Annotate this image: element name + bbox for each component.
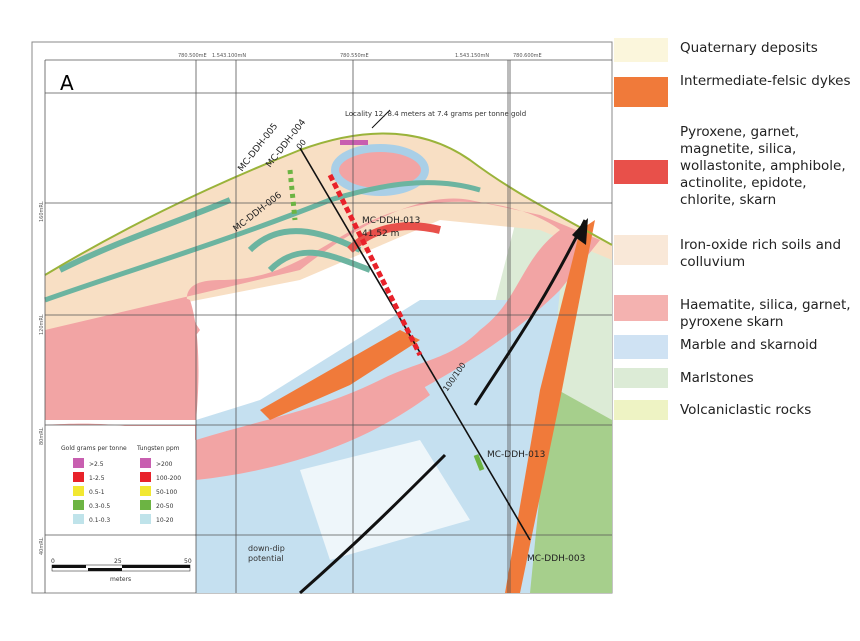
ground-surface	[44, 132, 613, 276]
svg-text:80mRL: 80mRL	[39, 427, 45, 445]
svg-text:down-dip: down-dip	[248, 544, 285, 553]
tungsten-range-label: 10-20	[156, 517, 174, 524]
gold-swatch	[73, 514, 84, 524]
gold-swatch	[73, 486, 84, 496]
svg-text:1.543.100mN: 1.543.100mN	[212, 53, 246, 59]
legend-label: Quaternary deposits	[680, 40, 818, 56]
tungsten-swatch	[140, 472, 151, 482]
svg-text:0: 0	[51, 558, 55, 565]
legend-swatch	[614, 160, 668, 184]
svg-text:meters: meters	[110, 576, 131, 583]
locality-annotation: Locality 12, 8.4 meters at 7.4 grams per…	[345, 110, 526, 118]
legend-label: Marlstones	[680, 370, 754, 386]
legend-label: Intermediate-felsic dykes	[680, 73, 851, 89]
dyke-upper	[260, 330, 420, 420]
legend-swatch	[614, 77, 668, 107]
tungsten-swatch	[140, 500, 151, 510]
svg-text:50: 50	[184, 558, 192, 565]
svg-text:potential: potential	[248, 554, 284, 563]
svg-text:780.500mE: 780.500mE	[178, 53, 207, 59]
drill-hole-label: MC-DDH-003	[527, 554, 585, 564]
iron-oxide-soils-unit	[45, 133, 612, 330]
assay-intercept	[327, 173, 423, 357]
svg-text:120mRL: 120mRL	[39, 314, 45, 335]
assay-legend: Gold grams per tonne Tungsten ppm >2.5 >2…	[46, 426, 196, 592]
svg-text:Gold grams per tonne: Gold grams per tonne	[61, 445, 127, 452]
legend-label: Iron-oxide rich soils and colluvium	[680, 237, 842, 270]
tungsten-range-label: 50-100	[156, 489, 177, 496]
tungsten-swatch	[140, 514, 151, 524]
tungsten-range-label: 100-200	[156, 475, 181, 482]
gold-range-label: 0.5-1	[89, 489, 105, 496]
legend-swatch	[614, 335, 668, 359]
legend-label: Pyroxene, garnet, magnetite, silica, wol…	[680, 124, 846, 208]
legend-swatch	[614, 295, 668, 321]
intercept-length: 41.52 m	[362, 229, 399, 239]
haematite-lobe	[45, 298, 199, 420]
svg-text:780.600mE: 780.600mE	[513, 53, 542, 59]
legend-swatch	[614, 235, 668, 265]
svg-text:1.543.150mN: 1.543.150mN	[455, 53, 489, 59]
tungsten-range-label: >200	[156, 461, 173, 468]
legend-swatch	[614, 38, 668, 62]
drill-hole-label: MC-DDH-013	[487, 450, 545, 460]
legend-swatch	[614, 368, 668, 388]
surface-haematite-lens	[331, 144, 429, 196]
gold-swatch	[73, 500, 84, 510]
gold-swatch	[73, 472, 84, 482]
gold-range-label: 0.1-0.3	[89, 517, 110, 524]
legend-label: Volcaniclastic rocks	[680, 402, 812, 418]
legend-swatch	[614, 400, 668, 420]
svg-text:25: 25	[114, 558, 122, 565]
gold-range-label: 0.3-0.5	[89, 503, 110, 510]
fault	[473, 219, 587, 406]
dyke	[505, 220, 595, 593]
tungsten-range-label: 20-50	[156, 503, 174, 510]
svg-text:Tungsten ppm: Tungsten ppm	[136, 445, 180, 452]
svg-text:40mRL: 40mRL	[39, 537, 45, 555]
fault-lower	[299, 453, 447, 595]
drill-hole-label: MC-DDH-013	[362, 216, 420, 226]
svg-text:780.550mE: 780.550mE	[340, 53, 369, 59]
gold-range-label: >2.5	[89, 461, 104, 468]
panel-label: A	[60, 71, 74, 95]
svg-text:160mRL: 160mRL	[39, 201, 45, 222]
gold-swatch	[73, 458, 84, 468]
gold-range-label: 1-2.5	[89, 475, 105, 482]
marble-light-zone	[300, 440, 470, 560]
tungsten-swatch	[140, 486, 151, 496]
legend-label: Marble and skarnoid	[680, 337, 818, 353]
tungsten-swatch	[140, 458, 151, 468]
marble-unit	[196, 290, 560, 593]
legend-label: Haematite, silica, garnet, pyroxene skar…	[680, 297, 851, 330]
